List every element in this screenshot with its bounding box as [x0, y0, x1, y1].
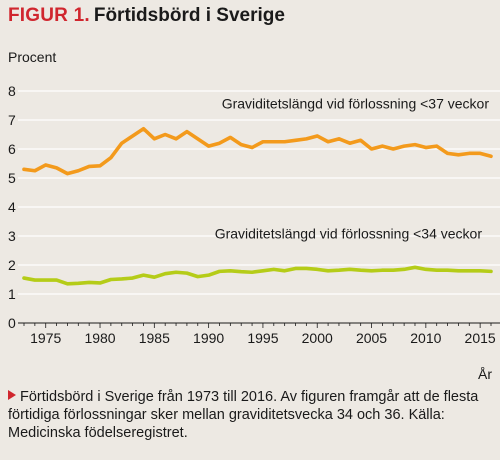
- caption-text: Förtidsbörd i Sverige från 1973 till 201…: [8, 389, 479, 441]
- series-line-2: [22, 265, 493, 286]
- figure-title: Förtidsbörd i Sverige: [93, 5, 285, 26]
- figure-label: FIGUR 1.: [8, 5, 90, 26]
- figure-header: FIGUR 1. Förtidsbörd i Sverige: [8, 5, 285, 27]
- y-tick-label: 3: [8, 228, 16, 244]
- series-label-1: Graviditetslängd vid förlossning <37 vec…: [222, 95, 490, 111]
- x-tick-label: 1995: [247, 330, 278, 346]
- y-axis-label: Procent: [8, 49, 56, 65]
- caption: Förtidsbörd i Sverige från 1973 till 201…: [8, 388, 494, 442]
- x-axis-label: År: [478, 366, 492, 382]
- x-tick-label: 2015: [465, 330, 496, 346]
- x-tick-label: 2000: [302, 330, 333, 346]
- y-tick-label: 8: [8, 83, 16, 99]
- chart: Procent År 0 1 2 3 4 5 6 7 8 1975 1980 1985 1990 199…: [0, 40, 500, 390]
- y-tick-label: 1: [8, 286, 16, 302]
- x-tick-label: 2010: [410, 330, 441, 346]
- x-tick-labels: 1975 1980 1985 1990 1995 2000 2005 2010 2015: [30, 330, 496, 346]
- y-tick-label: 7: [8, 112, 16, 128]
- caption-arrow-icon: [8, 390, 16, 400]
- y-tick-label: 5: [8, 170, 16, 186]
- x-tick-label: 1975: [30, 330, 61, 346]
- x-tick-label: 1980: [84, 330, 115, 346]
- x-tick-label: 1990: [193, 330, 224, 346]
- y-tick-labels: 0 1 2 3 4 5 6 7 8: [8, 83, 16, 331]
- grid-lines: [18, 90, 500, 328]
- series-labels: Graviditetslängd vid förlossning <37 vec…: [215, 95, 490, 241]
- series-line-1: [22, 126, 493, 176]
- x-tick-label: 2005: [356, 330, 387, 346]
- chart-svg: Procent År 0 1 2 3 4 5 6 7 8 1975 1980 1985 1990 199…: [8, 49, 500, 382]
- series-label-2: Graviditetslängd vid förlossning <34 vec…: [215, 225, 483, 241]
- y-tick-label: 6: [8, 141, 16, 157]
- series-lines: [22, 126, 493, 286]
- y-tick-label: 4: [8, 199, 16, 215]
- y-tick-label: 2: [8, 257, 16, 273]
- x-tick-label: 1985: [139, 330, 170, 346]
- y-tick-label: 0: [8, 315, 16, 331]
